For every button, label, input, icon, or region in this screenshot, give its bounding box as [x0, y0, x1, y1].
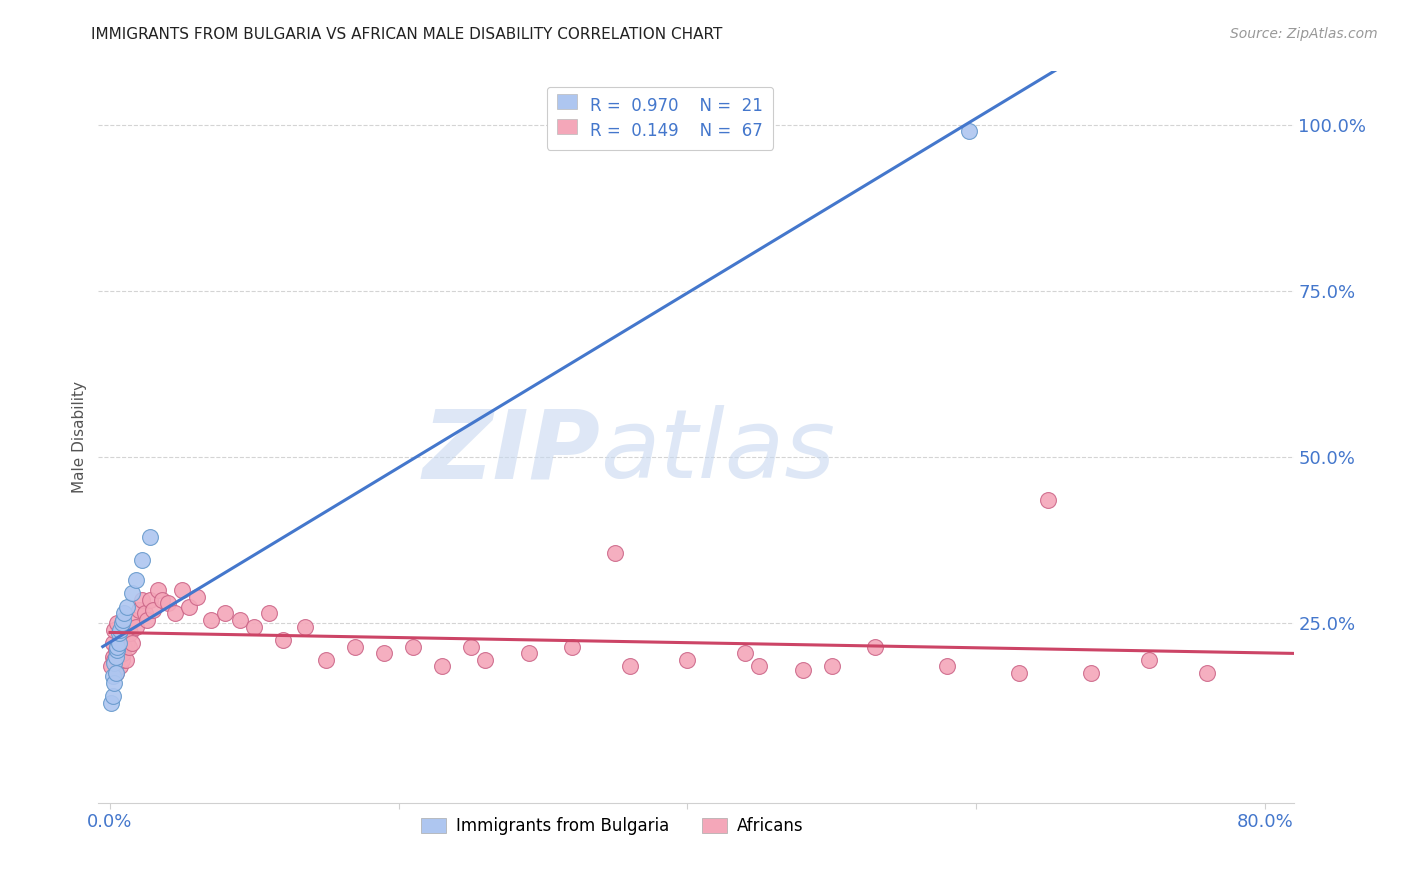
Point [128, 603, 150, 617]
Point [172, 582, 194, 597]
Point [101, 669, 124, 683]
Point [100, 696, 122, 710]
Point [271, 632, 294, 647]
Text: Source: ZipAtlas.com: Source: ZipAtlas.com [1230, 27, 1378, 41]
Point [605, 546, 627, 560]
Point [619, 659, 641, 673]
Point [110, 630, 132, 644]
Point [146, 582, 169, 597]
Point [294, 619, 316, 633]
Point [131, 553, 153, 567]
Point [120, 626, 142, 640]
Point [107, 636, 129, 650]
Point [104, 643, 127, 657]
Point [344, 640, 367, 654]
Point [112, 619, 135, 633]
Text: IMMIGRANTS FROM BULGARIA VS AFRICAN MALE DISABILITY CORRELATION CHART: IMMIGRANTS FROM BULGARIA VS AFRICAN MALE… [91, 27, 723, 42]
Point [112, 640, 135, 654]
Text: ZIP: ZIP [422, 405, 600, 499]
Point [103, 656, 125, 670]
Point [460, 640, 482, 654]
Point [257, 607, 280, 621]
Point [107, 626, 129, 640]
Point [1195, 666, 1218, 681]
Point [136, 613, 159, 627]
Legend: Immigrants from Bulgaria, Africans: Immigrants from Bulgaria, Africans [413, 811, 811, 842]
Point [200, 613, 222, 627]
Point [179, 599, 201, 614]
Point [430, 659, 453, 673]
Point [792, 663, 814, 677]
Point [125, 573, 148, 587]
Point [676, 653, 699, 667]
Point [117, 599, 139, 614]
Y-axis label: Male Disability: Male Disability [72, 381, 87, 493]
Point [936, 659, 959, 673]
Point [115, 653, 138, 667]
Point [1080, 666, 1102, 681]
Point [112, 607, 135, 621]
Point [134, 607, 156, 621]
Point [474, 653, 496, 667]
Point [101, 690, 124, 704]
Point [243, 619, 266, 633]
Point [863, 640, 886, 654]
Point [139, 530, 162, 544]
Point [748, 659, 770, 673]
Point [104, 666, 127, 681]
Point [139, 593, 162, 607]
Point [820, 659, 842, 673]
Point [561, 640, 583, 654]
Point [104, 666, 127, 681]
Point [103, 653, 125, 667]
Point [156, 596, 179, 610]
Point [315, 653, 337, 667]
Point [1036, 493, 1059, 508]
Point [957, 124, 980, 138]
Point [107, 640, 129, 654]
Point [214, 607, 236, 621]
Point [229, 613, 252, 627]
Point [111, 613, 134, 627]
Point [117, 636, 139, 650]
Point [108, 632, 131, 647]
Point [104, 649, 127, 664]
Point [122, 613, 145, 627]
Point [121, 636, 143, 650]
Point [105, 616, 128, 631]
Point [105, 643, 128, 657]
Point [163, 607, 186, 621]
Point [107, 649, 129, 664]
Point [142, 603, 165, 617]
Point [131, 593, 153, 607]
Point [1008, 666, 1031, 681]
Point [105, 653, 128, 667]
Point [110, 653, 132, 667]
Point [150, 593, 173, 607]
Point [1137, 653, 1160, 667]
Point [125, 619, 148, 633]
Point [101, 636, 124, 650]
Point [373, 646, 395, 660]
Point [100, 659, 122, 673]
Point [105, 640, 128, 654]
Point [103, 623, 125, 637]
Point [110, 616, 132, 631]
Point [108, 623, 131, 637]
Point [103, 676, 125, 690]
Text: atlas: atlas [600, 405, 835, 499]
Point [517, 646, 540, 660]
Point [402, 640, 425, 654]
Point [734, 646, 756, 660]
Point [108, 659, 131, 673]
Point [111, 646, 134, 660]
Point [186, 590, 208, 604]
Point [101, 649, 124, 664]
Point [121, 586, 143, 600]
Point [118, 640, 141, 654]
